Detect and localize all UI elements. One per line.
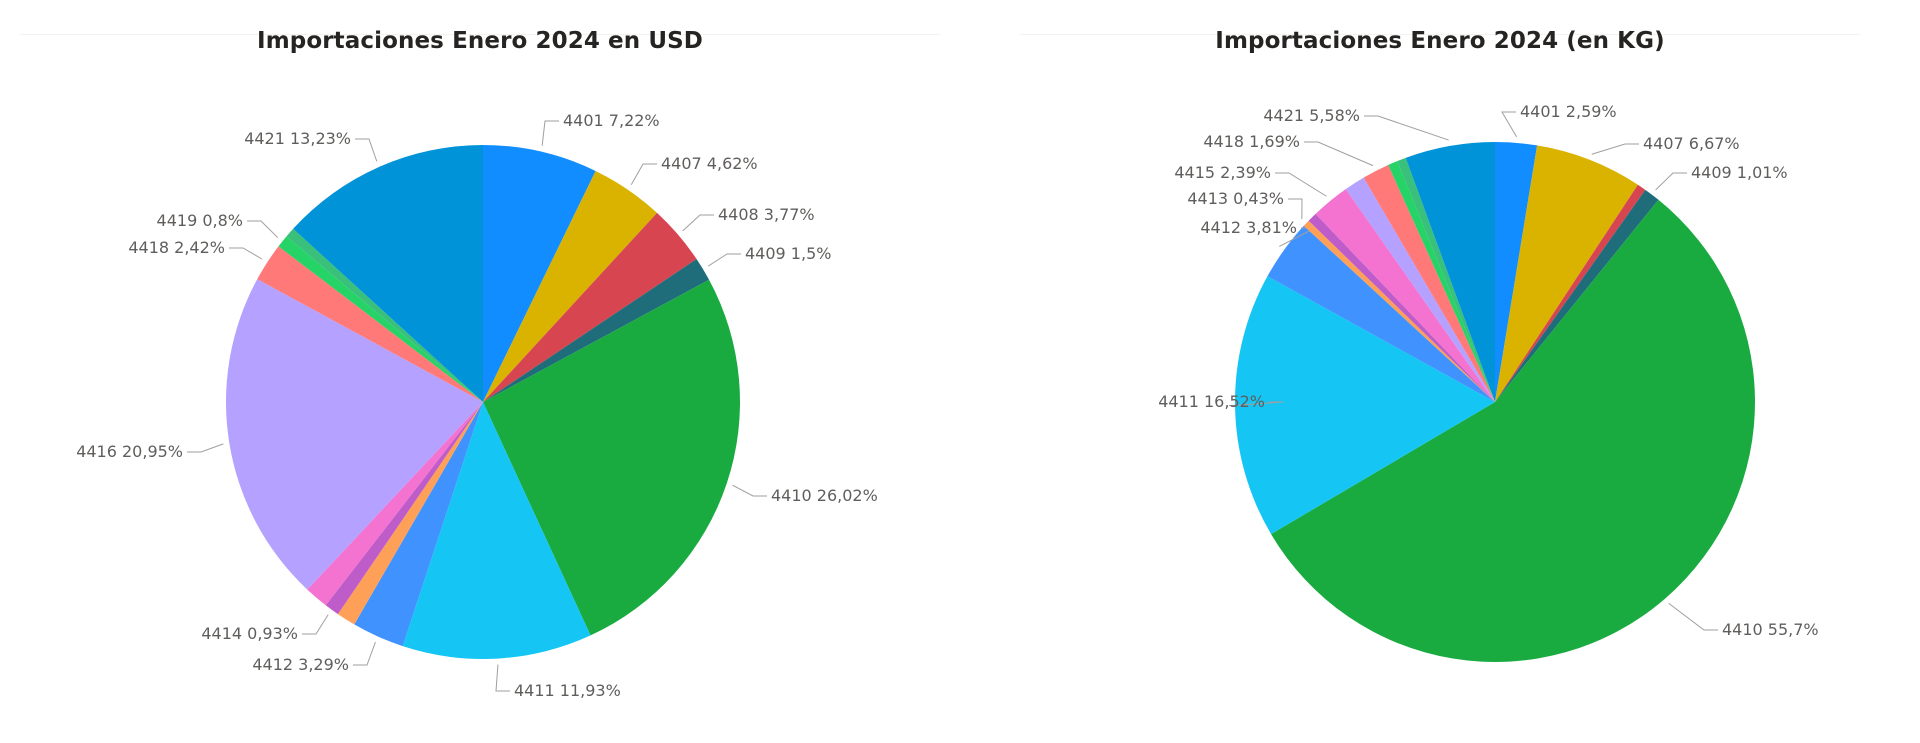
pie-slice-4412[interactable] — [1267, 225, 1495, 402]
data-label-4416: 4416 20,95% — [76, 442, 183, 461]
pie-slice-4407[interactable] — [483, 170, 658, 402]
pie-slice-4416[interactable] — [225, 279, 483, 590]
leader-line-4410 — [1668, 602, 1718, 631]
pie-slice-4415[interactable] — [1315, 189, 1495, 402]
leader-line-4415 — [1275, 172, 1327, 197]
pie-slice-4414[interactable] — [325, 402, 483, 615]
pie-slice-4418[interactable] — [257, 246, 483, 402]
data-label-4410: 4410 26,02% — [771, 486, 878, 505]
data-label-4415: 4415 2,39% — [1174, 163, 1271, 182]
pie-slice-4419[interactable] — [1388, 161, 1495, 402]
pie-slice-4409[interactable] — [1495, 189, 1659, 402]
leader-line-4421 — [1364, 115, 1449, 141]
leader-line-4416 — [187, 443, 224, 453]
pie-svg-usd: 4401 7,22% 4407 4,62% 4408 3,77% 4409 1,5% 4… — [76, 111, 878, 700]
pie-slice-4411[interactable] — [402, 402, 591, 659]
leader-line-4411 — [1228, 401, 1284, 407]
pie-slice-4416[interactable] — [1345, 177, 1495, 402]
leader-line-4407 — [630, 163, 657, 186]
leader-line-4418 — [1304, 141, 1374, 167]
pie-slice-4420[interactable] — [286, 228, 483, 402]
divider — [20, 34, 940, 35]
data-label-4421: 4421 13,23% — [244, 129, 351, 148]
pie-slice-4410[interactable] — [483, 279, 740, 636]
data-label-4409: 4409 1,01% — [1691, 163, 1788, 182]
pie-chart-kg: Importaciones Enero 2024 (en KG) 4401 2,… — [960, 0, 1920, 743]
data-label-4411: 4411 16,52% — [1158, 392, 1265, 411]
data-label-4401: 4401 2,59% — [1520, 102, 1617, 121]
pie-slice-4409[interactable] — [483, 259, 710, 402]
pie-slice-4413[interactable] — [1303, 220, 1495, 402]
data-label-4418: 4418 1,69% — [1203, 132, 1300, 151]
pie-slice-4412[interactable] — [354, 402, 483, 647]
pie-slice-4408[interactable] — [483, 212, 697, 402]
pie-svg-kg: 4401 2,59% 4407 6,67% 4409 1,01% 4410 55,7%… — [1158, 102, 1819, 662]
chart-title-usd: Importaciones Enero 2024 en USD — [257, 28, 703, 54]
pie-slice-4415[interactable] — [307, 402, 483, 606]
data-label-4409: 4409 1,5% — [745, 244, 831, 263]
pie-slice-4420[interactable] — [1397, 157, 1495, 402]
leader-line-4409 — [1655, 172, 1687, 191]
leader-line-4401 — [1501, 111, 1518, 138]
data-label-4412: 4412 3,81% — [1200, 218, 1297, 237]
pie-slice-4421[interactable] — [293, 145, 483, 402]
pie-slice-4414[interactable] — [1308, 213, 1495, 402]
leader-line-4401 — [541, 120, 559, 146]
leader-line-4408 — [682, 214, 714, 232]
pie-slice-4410[interactable] — [1271, 199, 1755, 662]
pie-slice-4421[interactable] — [1405, 142, 1495, 402]
data-label-4410: 4410 55,7% — [1722, 620, 1819, 639]
leader-line-4414 — [302, 614, 329, 635]
data-label-4418: 4418 2,42% — [128, 238, 225, 257]
leader-line-4418 — [229, 247, 263, 260]
data-label-4407: 4407 4,62% — [661, 154, 758, 173]
data-label-4419: 4419 0,8% — [157, 211, 243, 230]
leader-line-4421 — [355, 138, 378, 162]
data-label-4408: 4408 3,77% — [718, 205, 815, 224]
pie-slice-4418[interactable] — [1363, 164, 1495, 402]
leader-line-4410 — [732, 484, 767, 497]
pie-slice-4419[interactable] — [278, 236, 483, 402]
divider — [1020, 34, 1860, 35]
data-label-4413: 4413 0,43% — [1187, 189, 1284, 208]
pie-slice-4411[interactable] — [1235, 276, 1495, 535]
data-label-4414: 4414 0,93% — [201, 624, 298, 643]
pie-slice-4401[interactable] — [483, 145, 596, 402]
pie-slice-4413[interactable] — [337, 402, 483, 625]
leader-line-4412 — [353, 641, 376, 666]
pie-slice-4408[interactable] — [1495, 184, 1646, 402]
data-label-4412: 4412 3,29% — [252, 655, 349, 674]
data-label-4411: 4411 11,93% — [514, 681, 621, 700]
pie-slice-4407[interactable] — [1495, 145, 1638, 403]
data-label-4401: 4401 7,22% — [563, 111, 660, 130]
chart-title-kg: Importaciones Enero 2024 (en KG) — [1215, 28, 1665, 54]
data-label-4421: 4421 5,58% — [1263, 106, 1360, 125]
leader-line-4413 — [1288, 198, 1303, 220]
pie-slice-4401[interactable] — [1495, 142, 1538, 402]
leader-line-4419 — [247, 220, 279, 238]
leader-line-4409 — [707, 253, 741, 267]
pie-chart-usd: Importaciones Enero 2024 en USD 4401 7,2… — [20, 28, 940, 700]
data-label-4407: 4407 6,67% — [1643, 134, 1740, 153]
leader-line-4411 — [495, 664, 510, 692]
leader-line-4407 — [1591, 143, 1639, 155]
